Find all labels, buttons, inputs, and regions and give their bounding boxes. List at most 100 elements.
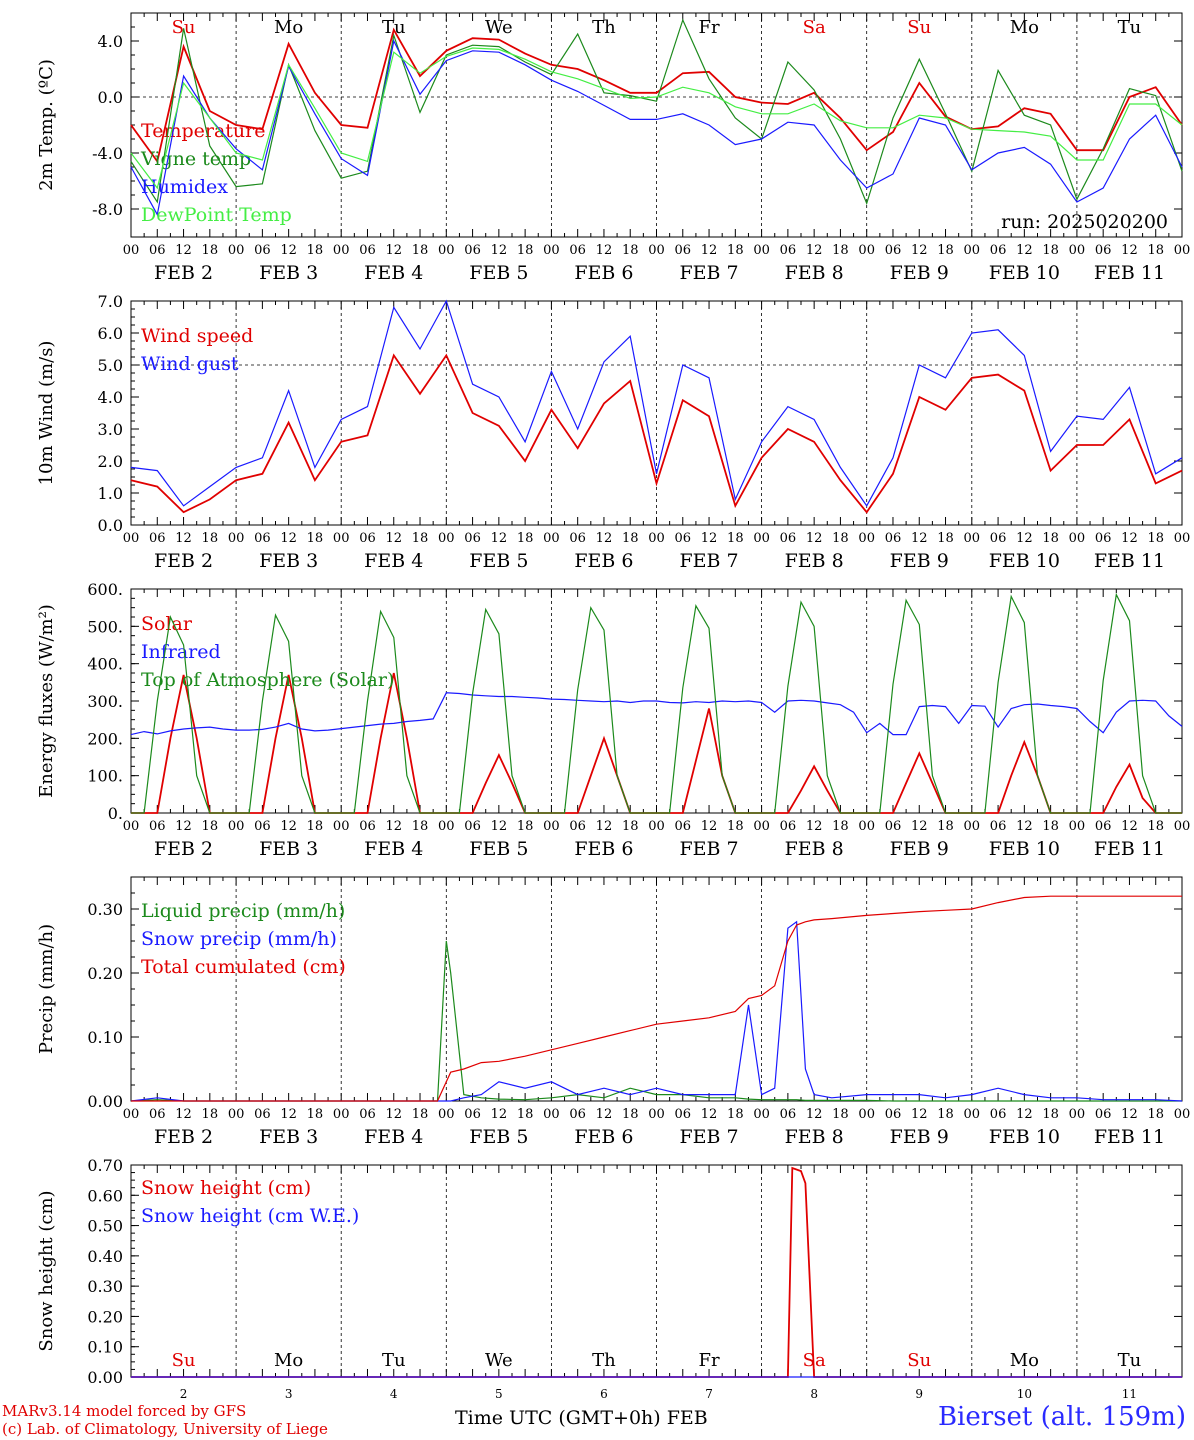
- y-tick-label: 0.00: [87, 1368, 123, 1387]
- hour-label: 18: [832, 1107, 849, 1122]
- legend-entry: Wind gust: [141, 353, 239, 375]
- y-axis-title: 10m Wind (m/s): [36, 341, 57, 486]
- day-label: FEB 7: [679, 550, 738, 572]
- hour-label: 00: [333, 531, 350, 546]
- hour-label: 00: [438, 531, 455, 546]
- weekday-label: Su: [907, 17, 931, 38]
- weekday-label: Mo: [1010, 17, 1039, 38]
- hour-label: 18: [832, 531, 849, 546]
- hour-label: 06: [1095, 531, 1112, 546]
- hour-label: 06: [359, 243, 376, 258]
- series-line-top-of-atmosphere-solar-: [131, 592, 1182, 814]
- y-tick-label: 0.30: [87, 1277, 123, 1296]
- hour-label: 18: [517, 819, 534, 834]
- hour-label: 06: [464, 531, 481, 546]
- hour-label: 06: [780, 243, 797, 258]
- hour-label: 00: [753, 1107, 770, 1122]
- hour-label: 00: [438, 243, 455, 258]
- hour-label: 18: [307, 819, 324, 834]
- y-tick-label: 5.0: [98, 356, 123, 375]
- series-line-wind-speed: [130, 353, 1183, 514]
- weekday-label: We: [485, 1350, 513, 1371]
- hour-label: 18: [937, 819, 954, 834]
- day-label: FEB 3: [259, 550, 318, 572]
- hour-label: 06: [675, 1107, 692, 1122]
- day-label: FEB 2: [154, 838, 213, 860]
- hour-label: 12: [1016, 243, 1033, 258]
- day-number: 6: [600, 1387, 608, 1401]
- hour-label: 12: [806, 531, 823, 546]
- hour-label: 12: [491, 1107, 508, 1122]
- hour-label: 12: [701, 531, 718, 546]
- run-label: run: 2025020200: [1001, 211, 1168, 233]
- hour-label: 18: [307, 243, 324, 258]
- weekday-label: Tu: [382, 17, 406, 38]
- hour-label: 18: [832, 819, 849, 834]
- y-tick-label: 2.0: [98, 452, 123, 471]
- day-label: FEB 4: [364, 1126, 423, 1148]
- hour-label: 00: [123, 819, 140, 834]
- hour-label: 12: [596, 531, 613, 546]
- y-axis-title: 2m Temp. (ºC): [36, 59, 57, 191]
- day-label: FEB 5: [469, 262, 528, 284]
- y-tick-label: 200.: [87, 729, 123, 748]
- model-credit: MARv3.14 model forced by GFS: [2, 1402, 247, 1420]
- hour-label: 18: [202, 819, 219, 834]
- hour-label: 18: [412, 531, 429, 546]
- hour-label: 06: [254, 243, 271, 258]
- hour-label: 18: [1042, 243, 1059, 258]
- hour-label: 18: [727, 1107, 744, 1122]
- day-label: FEB 7: [679, 262, 738, 284]
- hour-label: 06: [780, 819, 797, 834]
- day-label: FEB 5: [469, 838, 528, 860]
- legend-entry: Solar: [141, 613, 193, 635]
- legend-entry: Infrared: [141, 641, 221, 663]
- hour-label: 18: [1147, 819, 1164, 834]
- day-label: FEB 2: [154, 1126, 213, 1148]
- hour-label: 00: [1069, 819, 1086, 834]
- weekday-label: Fr: [699, 17, 720, 38]
- hour-label: 12: [491, 243, 508, 258]
- y-tick-label: 6.0: [98, 324, 123, 343]
- y-tick-label: 0.10: [87, 1028, 123, 1047]
- day-label: FEB 4: [364, 550, 423, 572]
- hour-label: 00: [123, 1107, 140, 1122]
- y-tick-label: 0.10: [87, 1338, 123, 1357]
- day-label: FEB 8: [785, 262, 844, 284]
- series-line-humidex: [130, 39, 1183, 217]
- hour-label: 06: [990, 819, 1007, 834]
- day-number: 2: [180, 1387, 188, 1401]
- weekday-label: Mo: [274, 17, 303, 38]
- hour-label: 00: [964, 243, 981, 258]
- day-label: FEB 8: [785, 838, 844, 860]
- hour-label: 06: [1095, 819, 1112, 834]
- day-number: 8: [810, 1387, 818, 1401]
- y-tick-label: -8.0: [92, 200, 123, 219]
- hour-label: 18: [622, 1107, 639, 1122]
- hour-label: 06: [359, 531, 376, 546]
- hour-label: 12: [1121, 819, 1138, 834]
- hour-label: 12: [1121, 1107, 1138, 1122]
- weekday-label: Th: [592, 1350, 616, 1371]
- hour-label: 18: [412, 1107, 429, 1122]
- hour-label: 00: [1069, 1107, 1086, 1122]
- hour-label: 18: [727, 243, 744, 258]
- hour-label: 06: [990, 531, 1007, 546]
- y-tick-label: 7.0: [98, 292, 123, 311]
- weekday-label: Tu: [1118, 17, 1142, 38]
- hour-label: 12: [1016, 531, 1033, 546]
- hour-label: 18: [202, 531, 219, 546]
- y-tick-label: 4.0: [98, 388, 123, 407]
- y-axis-title: Snow height (cm): [36, 1190, 57, 1351]
- hour-label: 00: [228, 819, 245, 834]
- hour-label: 18: [622, 819, 639, 834]
- hour-label: 18: [937, 531, 954, 546]
- day-label: FEB 9: [890, 550, 949, 572]
- hour-label: 00: [1174, 243, 1191, 258]
- hour-label: 12: [806, 819, 823, 834]
- day-label: FEB 6: [574, 262, 633, 284]
- hour-label: 06: [149, 1107, 166, 1122]
- hour-label: 18: [517, 531, 534, 546]
- hour-label: 18: [1042, 819, 1059, 834]
- hour-label: 12: [175, 1107, 192, 1122]
